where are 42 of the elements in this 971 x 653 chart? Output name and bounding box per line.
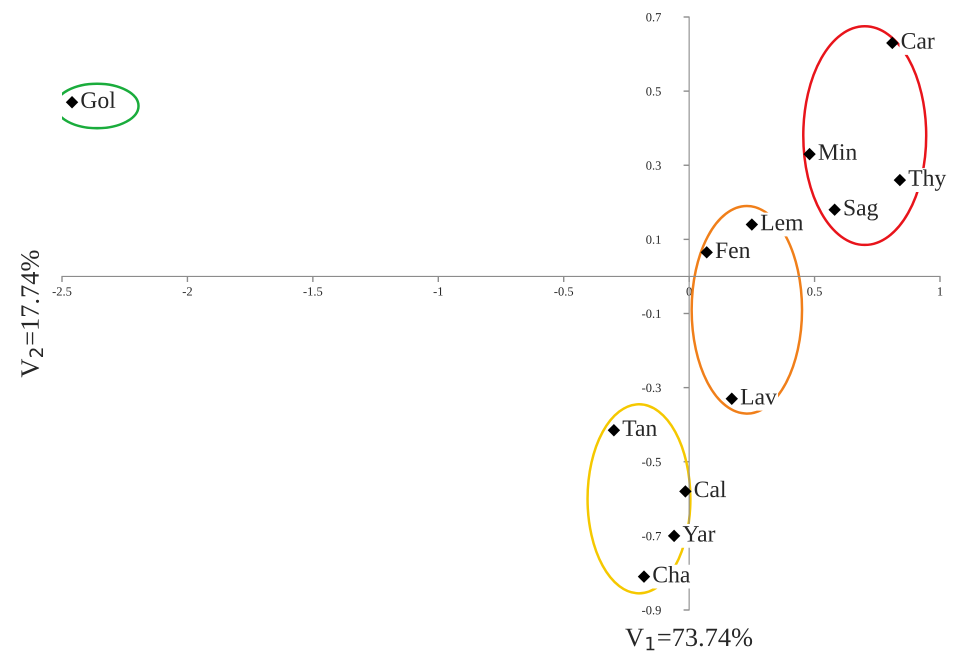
point [700,246,713,259]
annotation: Fen [716,242,750,258]
point [803,148,816,160]
annotation: Yar [682,526,716,542]
annotation: Lav [740,388,777,405]
x-tick-label: 1 [938,287,942,296]
annotation: Sag [844,200,878,220]
y-tick-label: 0.3 [646,161,661,170]
point [668,530,680,542]
point [746,218,758,231]
point [894,174,906,186]
point [679,485,692,498]
x-axis-title: V$_{1}$=73.74% [625,628,752,650]
point [828,204,841,216]
y-tick-label: -0.9 [642,606,661,615]
point [66,96,78,108]
y-tick-label: 0.1 [646,235,661,244]
annotation: Gol [81,92,116,108]
x-tick-label: -2.5 [52,287,72,296]
annotation: Min [818,144,857,160]
point [886,36,899,50]
y-tick-label: 0.7 [646,13,662,22]
y-tick-label: -0.5 [642,458,661,466]
annotation: Thy [908,169,946,191]
y-tick-label: -0.3 [642,384,661,392]
annotation: Car [902,32,935,49]
annotation: Tan [622,420,657,436]
point [608,424,620,436]
annotation: Cal [694,480,726,498]
y-tick-label: -0.1 [642,310,661,318]
y-tick-label: -0.7 [642,532,662,540]
annotation: Lem [760,214,804,230]
y-axis-title: V$_{2}$=17.74% [21,250,44,378]
x-tick-label: -1.5 [303,287,322,296]
annotation: Cha [653,566,690,583]
x-tick-label: -0.5 [554,287,574,296]
x-tick-label: -1 [434,287,443,296]
y-tick-label: 0.5 [646,87,661,96]
point [638,570,650,583]
x-tick-label: -2 [182,287,192,296]
x-tick-label: 0.5 [807,287,822,296]
point [726,392,738,405]
